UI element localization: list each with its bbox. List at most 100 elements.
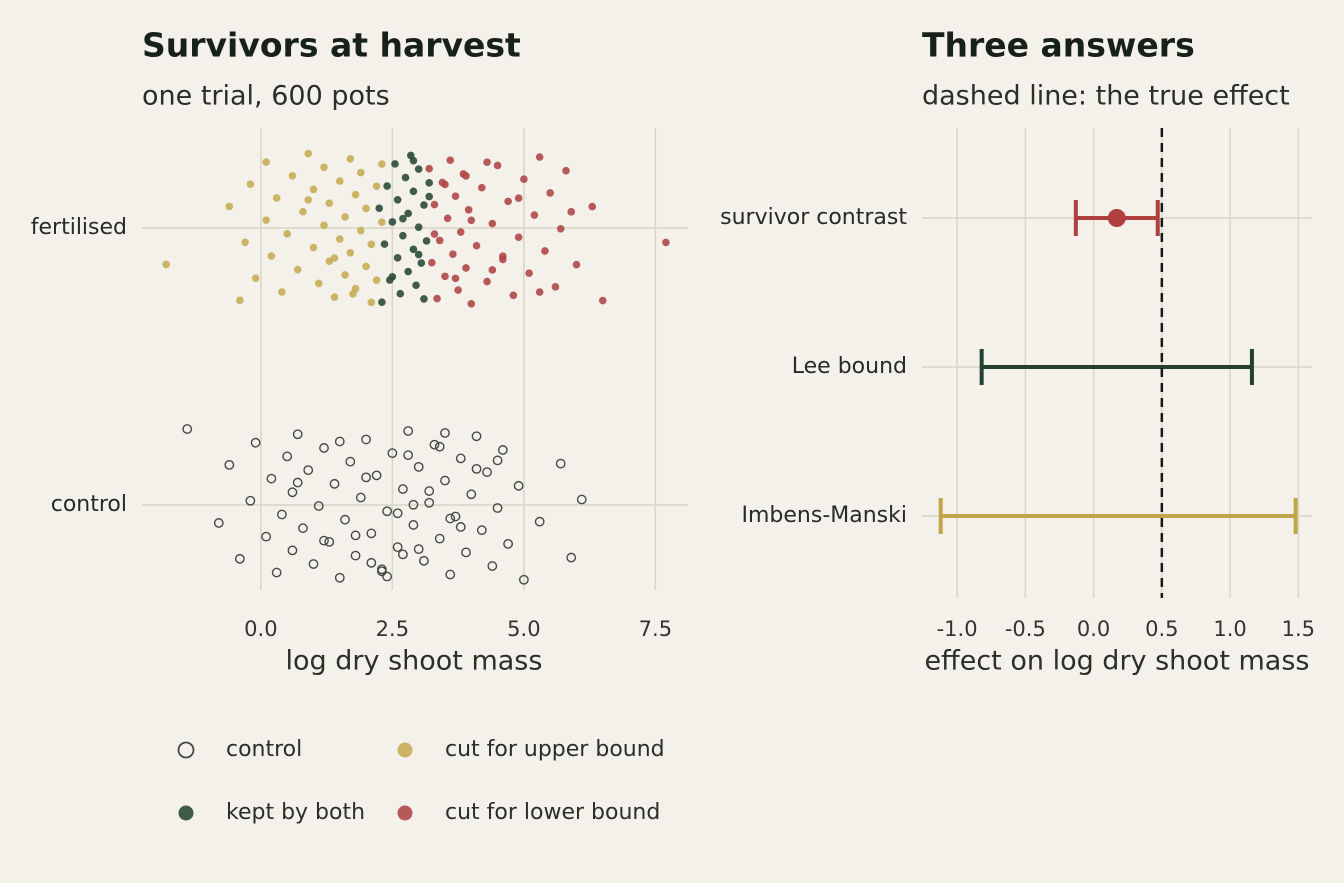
point	[366, 557, 377, 568]
point	[388, 272, 397, 281]
point	[399, 214, 407, 223]
point	[378, 218, 386, 226]
point	[372, 276, 381, 284]
point	[282, 451, 293, 462]
point	[335, 235, 344, 243]
point	[391, 160, 399, 168]
point	[456, 228, 465, 236]
point	[245, 495, 256, 506]
point	[304, 196, 313, 204]
point	[341, 271, 349, 279]
point	[367, 240, 376, 249]
point	[361, 434, 371, 445]
point	[293, 265, 302, 274]
point	[287, 487, 298, 498]
point	[424, 497, 435, 508]
point	[572, 260, 581, 269]
point	[357, 168, 365, 177]
point	[446, 156, 455, 165]
point	[440, 475, 450, 486]
legend-marker	[177, 741, 195, 759]
x-tick-label: 1.5	[1282, 617, 1315, 641]
point	[361, 472, 371, 483]
point	[262, 158, 270, 166]
point	[509, 291, 518, 300]
point	[393, 195, 402, 204]
point	[234, 553, 245, 564]
point	[398, 484, 408, 494]
legend-marker	[397, 742, 413, 758]
point	[350, 550, 361, 561]
point	[412, 281, 420, 290]
point	[408, 499, 419, 510]
point	[503, 538, 514, 549]
point	[341, 213, 349, 221]
point	[403, 450, 414, 461]
point	[472, 241, 481, 250]
legend-marker	[397, 805, 413, 821]
point	[425, 192, 434, 201]
point	[434, 441, 445, 452]
point	[298, 523, 308, 534]
y-tick-label: Lee bound	[792, 354, 907, 379]
point	[319, 535, 329, 546]
point	[330, 293, 339, 301]
point	[387, 448, 398, 459]
point	[483, 158, 491, 167]
point	[334, 436, 345, 447]
point	[314, 279, 323, 288]
point	[588, 202, 597, 211]
point	[272, 194, 281, 202]
legend-label: kept by both	[226, 800, 365, 825]
left-subtitle: one trial, 600 pots	[142, 81, 390, 112]
point	[388, 218, 397, 226]
point	[430, 200, 439, 209]
point	[451, 274, 460, 283]
point	[482, 467, 492, 478]
point	[308, 559, 319, 569]
point	[262, 216, 270, 224]
point	[345, 456, 356, 467]
point	[450, 511, 461, 522]
x-tick-label: 0.5	[1145, 617, 1178, 641]
point	[378, 160, 386, 168]
y-tick-label: survivor contrast	[720, 205, 907, 230]
point	[266, 473, 277, 484]
point	[350, 530, 361, 541]
point	[420, 201, 428, 209]
point	[422, 237, 431, 245]
point	[535, 153, 544, 161]
point	[335, 177, 344, 185]
point	[299, 207, 307, 216]
point	[492, 455, 503, 466]
x-tick-label: 2.5	[376, 617, 409, 641]
point	[320, 221, 328, 230]
point	[351, 190, 360, 199]
point	[380, 240, 389, 248]
point	[546, 189, 554, 197]
point	[488, 219, 497, 228]
point	[267, 252, 276, 260]
point	[455, 453, 466, 464]
point	[382, 506, 393, 517]
point	[271, 567, 282, 578]
point	[662, 238, 670, 247]
point	[461, 547, 471, 558]
point	[414, 223, 423, 231]
point	[162, 260, 170, 269]
point	[283, 230, 291, 238]
point	[514, 233, 523, 242]
point	[393, 254, 402, 262]
point	[320, 163, 328, 172]
point	[401, 173, 410, 182]
point	[419, 555, 429, 566]
right-subtitle: dashed line: the true effect	[922, 81, 1290, 112]
left-title: Survivors at harvest	[142, 26, 521, 65]
point	[371, 470, 382, 481]
y-tick-label: Imbens-Manski	[742, 503, 907, 528]
point	[287, 545, 298, 556]
point	[182, 424, 193, 434]
point	[399, 231, 407, 240]
point	[576, 494, 587, 505]
